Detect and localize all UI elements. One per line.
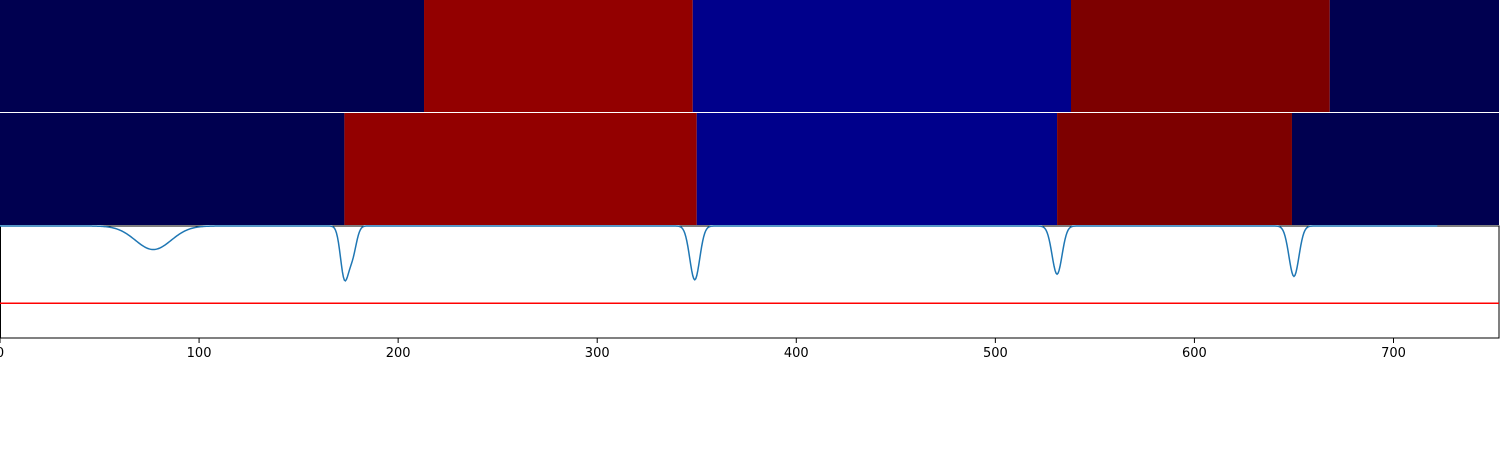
- x-tick-label-4: 400: [784, 346, 809, 361]
- heatmap-segment-2-1: [0, 113, 345, 225]
- heatmap-segment-1-2: [424, 0, 693, 112]
- x-tick-label-3: 300: [585, 346, 610, 361]
- heatmap-segment-1-3: [692, 0, 1071, 112]
- heatmap-segment-2-5: [1291, 113, 1499, 225]
- x-tick-label-7: 700: [1381, 346, 1406, 361]
- heatmap-segment-1-1: [0, 0, 425, 112]
- heatmap-segment-1-5: [1329, 0, 1499, 112]
- heatmap-panel-2: [0, 113, 1499, 225]
- x-tick-label-6: 600: [1182, 346, 1207, 361]
- series-line: [0, 225, 1438, 282]
- x-tick-label-1: 100: [187, 346, 212, 361]
- x-tick-label-2: 200: [386, 346, 411, 361]
- heatmap-segment-2-3: [696, 113, 1058, 225]
- x-tick-label-5: 500: [983, 346, 1008, 361]
- heatmap-segment-2-4: [1057, 113, 1292, 225]
- x-tick-label-0: 0: [0, 346, 4, 361]
- heatmap-panel-1: [0, 0, 1499, 112]
- line-panel-frame: [0, 225, 1500, 339]
- heatmap-segment-1-4: [1070, 0, 1330, 112]
- x-axis: 0 100 200 300 400 500 600 700: [0, 338, 1406, 361]
- line-panel: [0, 225, 1500, 339]
- heatmap-segment-2-2: [344, 113, 697, 225]
